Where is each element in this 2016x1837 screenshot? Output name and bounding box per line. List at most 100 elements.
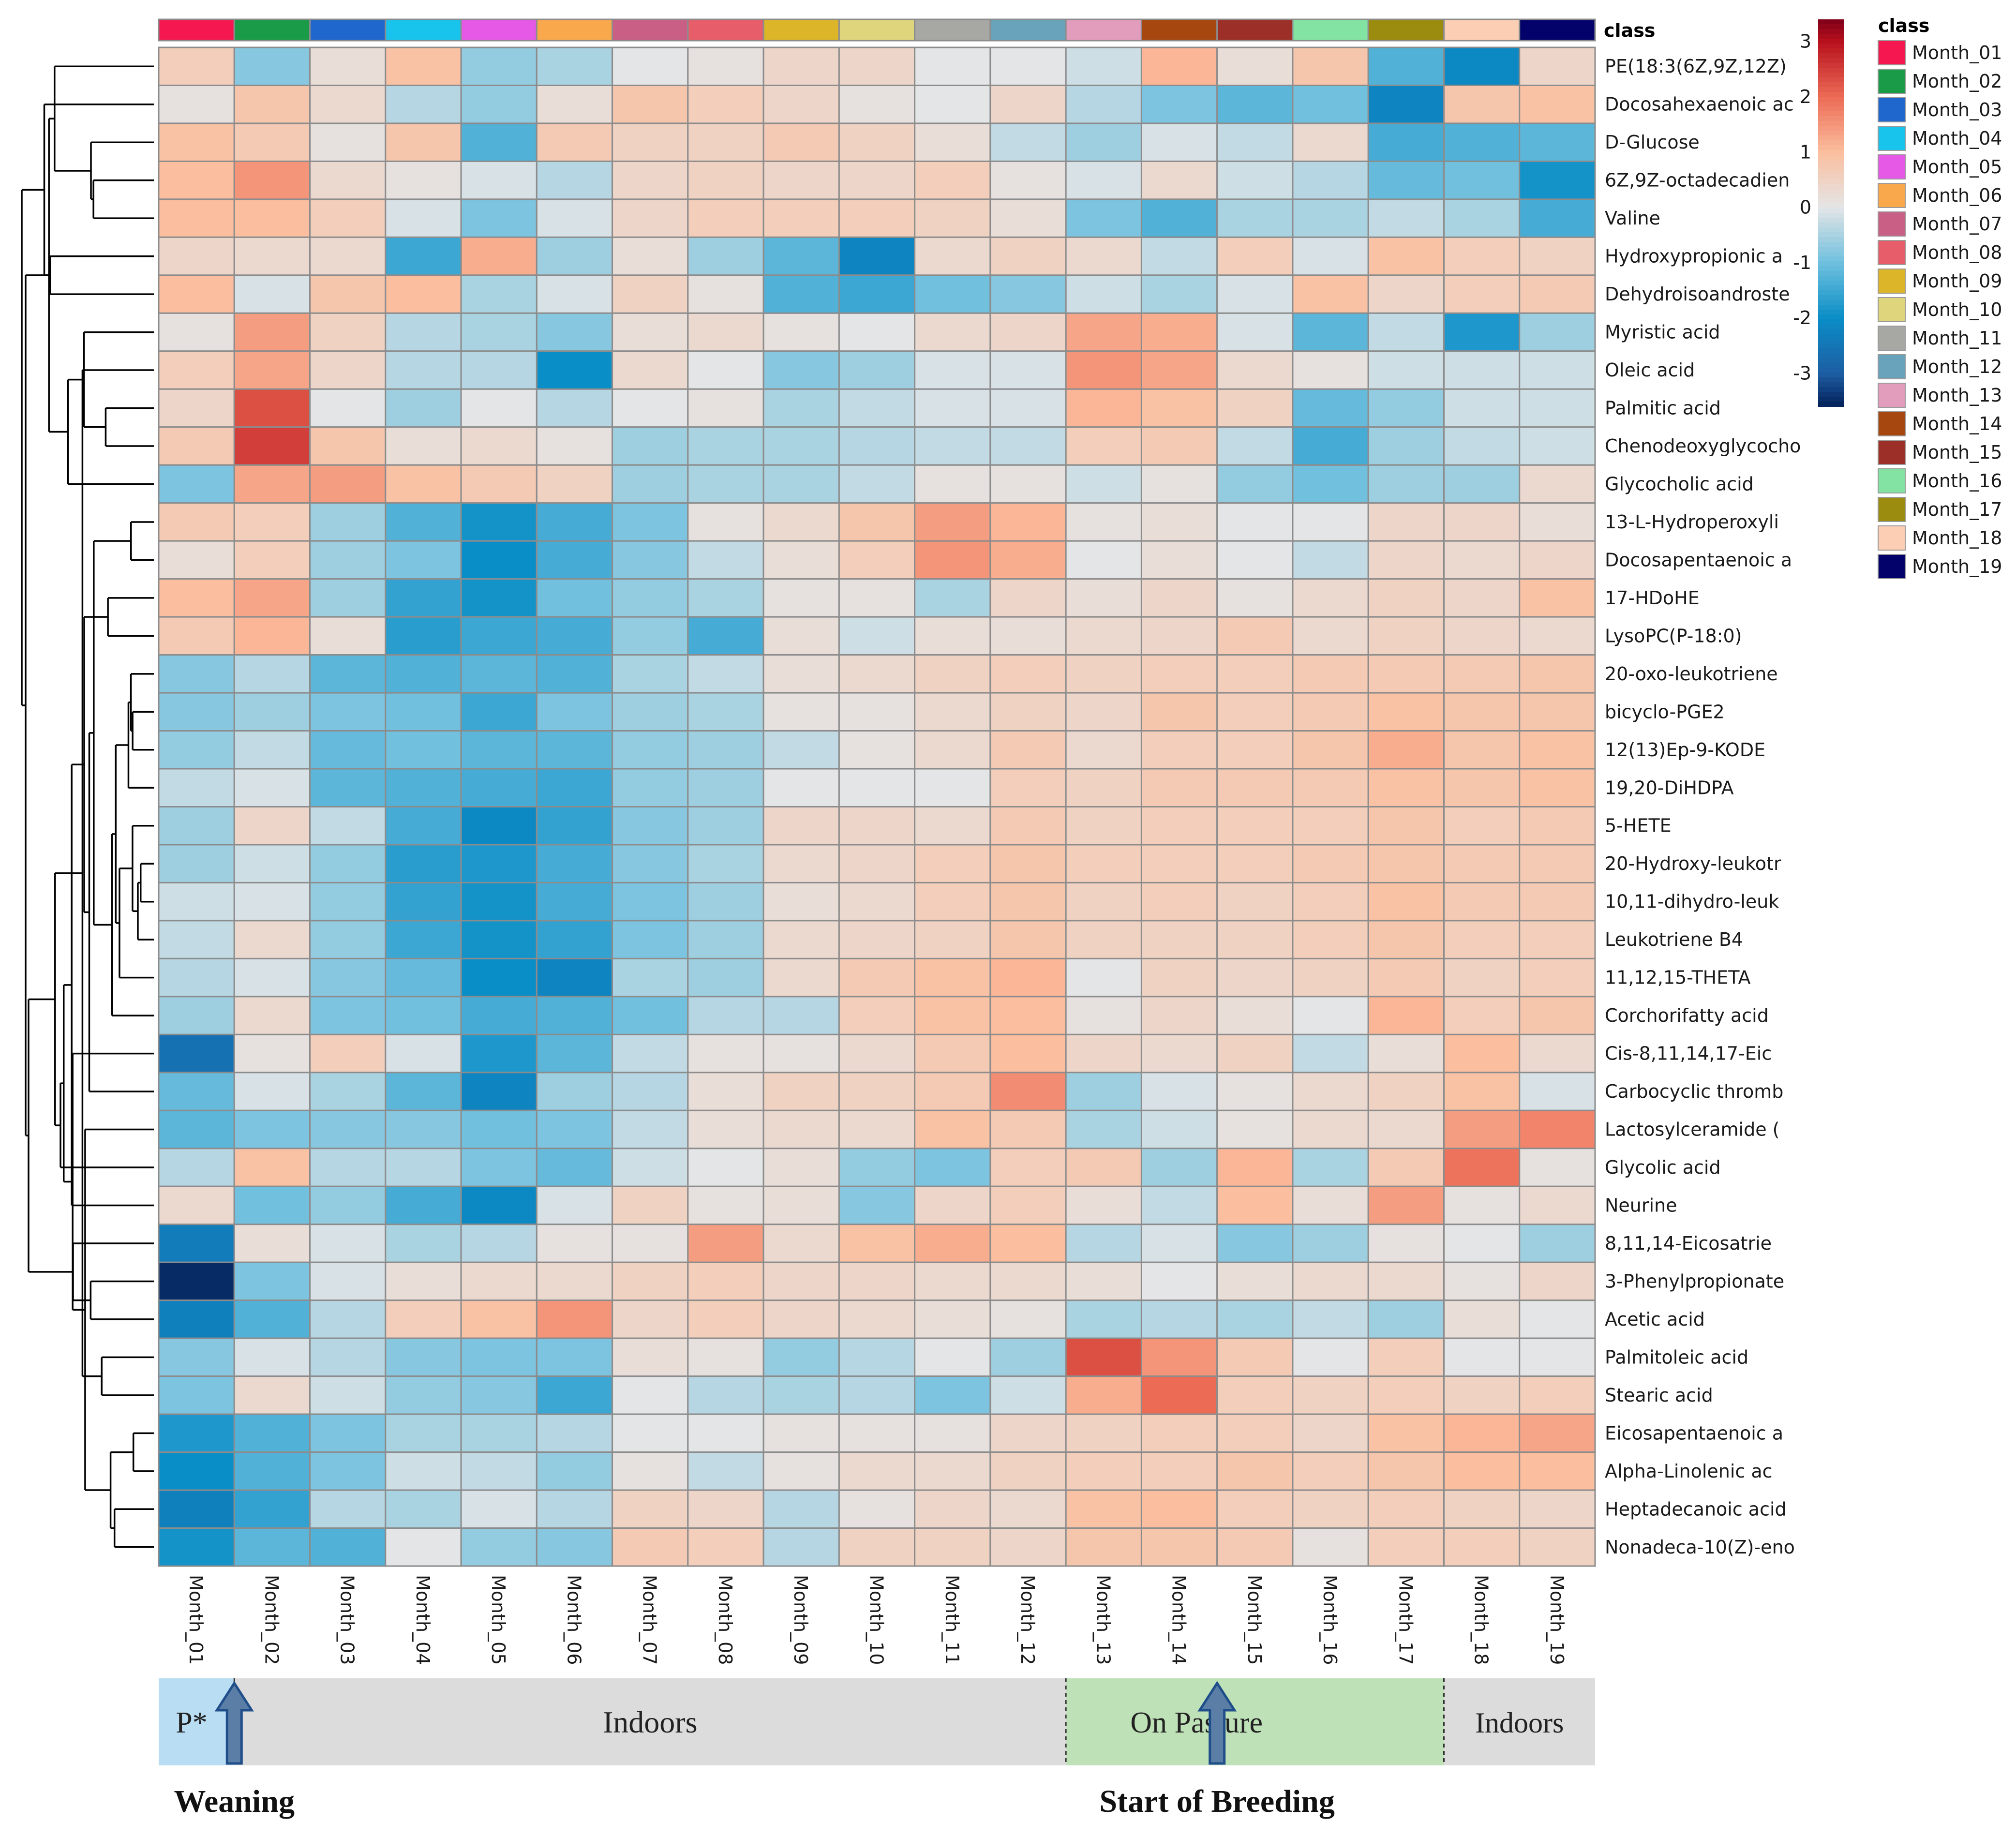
heatmap-cell bbox=[687, 502, 764, 542]
heatmap-cell bbox=[309, 1451, 387, 1491]
class-strip-cell bbox=[1367, 18, 1445, 42]
class-legend-label: Month_12 bbox=[1912, 356, 2002, 377]
heatmap-cell bbox=[1367, 312, 1445, 352]
heatmap-cell bbox=[1140, 160, 1218, 200]
heatmap-cell bbox=[687, 1451, 764, 1491]
heatmap-cell bbox=[158, 1033, 235, 1074]
heatmap-cell bbox=[762, 1185, 840, 1225]
heatmap-cell bbox=[158, 1185, 235, 1225]
heatmap-cell bbox=[460, 46, 538, 86]
class-legend-swatch bbox=[1878, 154, 1906, 179]
heatmap-cell bbox=[1367, 274, 1445, 314]
colorbar-step bbox=[1818, 223, 1844, 228]
heatmap-cell bbox=[536, 236, 613, 276]
row-label: Docosapentaenoic a bbox=[1605, 549, 1792, 570]
heatmap-cell bbox=[914, 957, 991, 998]
heatmap-cell bbox=[762, 160, 840, 200]
heatmap-cell bbox=[1292, 1224, 1369, 1263]
heatmap-cell bbox=[1216, 1375, 1294, 1415]
colorbar-step bbox=[1818, 334, 1844, 339]
heatmap-cell bbox=[762, 502, 840, 542]
colorbar-step bbox=[1818, 155, 1844, 160]
heatmap-cell bbox=[1367, 350, 1445, 390]
heatmap-cell bbox=[309, 1185, 387, 1225]
heatmap-cell bbox=[158, 350, 235, 390]
row-label: Myristic acid bbox=[1605, 322, 1720, 343]
heatmap-cell bbox=[1367, 1261, 1445, 1301]
heatmap-cell bbox=[385, 768, 462, 808]
class-legend-swatch bbox=[1878, 497, 1906, 522]
heatmap-cell bbox=[1292, 1185, 1369, 1225]
colorbar-step bbox=[1818, 276, 1844, 281]
heatmap-cell bbox=[233, 730, 311, 770]
heatmap-cell bbox=[914, 1451, 991, 1491]
heatmap-cell bbox=[612, 502, 689, 542]
heatmap-cell bbox=[687, 426, 764, 466]
heatmap-cell bbox=[1065, 464, 1142, 504]
heatmap-cell bbox=[233, 426, 311, 466]
heatmap-cell bbox=[1519, 1033, 1596, 1074]
heatmap-cell bbox=[385, 806, 462, 846]
heatmap-cell bbox=[612, 350, 689, 390]
heatmap-cell bbox=[1443, 122, 1521, 162]
heatmap-cell bbox=[1292, 84, 1369, 124]
heatmap-cell bbox=[838, 274, 916, 314]
heatmap-cell bbox=[1367, 881, 1445, 922]
heatmap-cell bbox=[989, 274, 1067, 314]
heatmap-cell bbox=[1443, 1337, 1521, 1377]
heatmap-cell bbox=[233, 996, 311, 1035]
row-label: Leukotriene B4 bbox=[1605, 929, 1743, 950]
heatmap-cell bbox=[612, 426, 689, 466]
timeline-event-label: Start of Breeding bbox=[1099, 1784, 1334, 1819]
heatmap-cell bbox=[309, 1148, 387, 1187]
heatmap-cell bbox=[838, 1527, 916, 1567]
heatmap-cell bbox=[1367, 464, 1445, 504]
heatmap-cell bbox=[1065, 84, 1142, 124]
colorbar-step bbox=[1818, 218, 1844, 223]
class-legend-label: Month_02 bbox=[1912, 71, 2002, 92]
heatmap-cell bbox=[762, 464, 840, 504]
heatmap-cell bbox=[1292, 1299, 1369, 1339]
heatmap-cell bbox=[460, 84, 538, 124]
heatmap-cell bbox=[612, 236, 689, 276]
heatmap-cell bbox=[1140, 198, 1218, 238]
heatmap-cell bbox=[1065, 1033, 1142, 1074]
heatmap-cell bbox=[762, 1299, 840, 1339]
heatmap-cell bbox=[1216, 464, 1294, 504]
arrow-up-icon bbox=[1197, 1681, 1237, 1765]
heatmap-cell bbox=[1367, 388, 1445, 428]
heatmap-cell bbox=[158, 236, 235, 276]
heatmap-cell bbox=[233, 1224, 311, 1263]
heatmap-cell bbox=[1216, 1527, 1294, 1567]
heatmap-cell bbox=[1443, 1261, 1521, 1301]
heatmap-cell bbox=[1443, 1375, 1521, 1415]
heatmap-cell bbox=[460, 274, 538, 314]
heatmap-cell bbox=[1140, 502, 1218, 542]
row-label: 8,11,14-Eicosatrie bbox=[1605, 1233, 1772, 1254]
heatmap-cell bbox=[687, 1413, 764, 1453]
heatmap-cell bbox=[838, 122, 916, 162]
heatmap-cell bbox=[1292, 236, 1369, 276]
heatmap-cell bbox=[1140, 654, 1218, 694]
heatmap-cell bbox=[989, 692, 1067, 732]
heatmap-cell bbox=[914, 844, 991, 883]
heatmap-cell bbox=[536, 996, 613, 1035]
heatmap-cell bbox=[1519, 1072, 1596, 1111]
heatmap-cell bbox=[1519, 1224, 1596, 1263]
heatmap-cell bbox=[1443, 692, 1521, 732]
class-strip-cell bbox=[536, 18, 613, 42]
colorbar-step bbox=[1818, 184, 1844, 189]
heatmap-cell bbox=[989, 1261, 1067, 1301]
colorbar-step bbox=[1818, 77, 1844, 83]
colorbar-step bbox=[1818, 126, 1844, 131]
heatmap-cell bbox=[158, 920, 235, 959]
heatmap-cell bbox=[1443, 1072, 1521, 1111]
heatmap-cell bbox=[385, 426, 462, 466]
heatmap-cell bbox=[612, 806, 689, 846]
heatmap-cell bbox=[914, 502, 991, 542]
heatmap-cell bbox=[1140, 1451, 1218, 1491]
heatmap-cell bbox=[1519, 768, 1596, 808]
heatmap-cell bbox=[158, 996, 235, 1035]
heatmap-cell bbox=[460, 160, 538, 200]
heatmap-cell bbox=[914, 1261, 991, 1301]
